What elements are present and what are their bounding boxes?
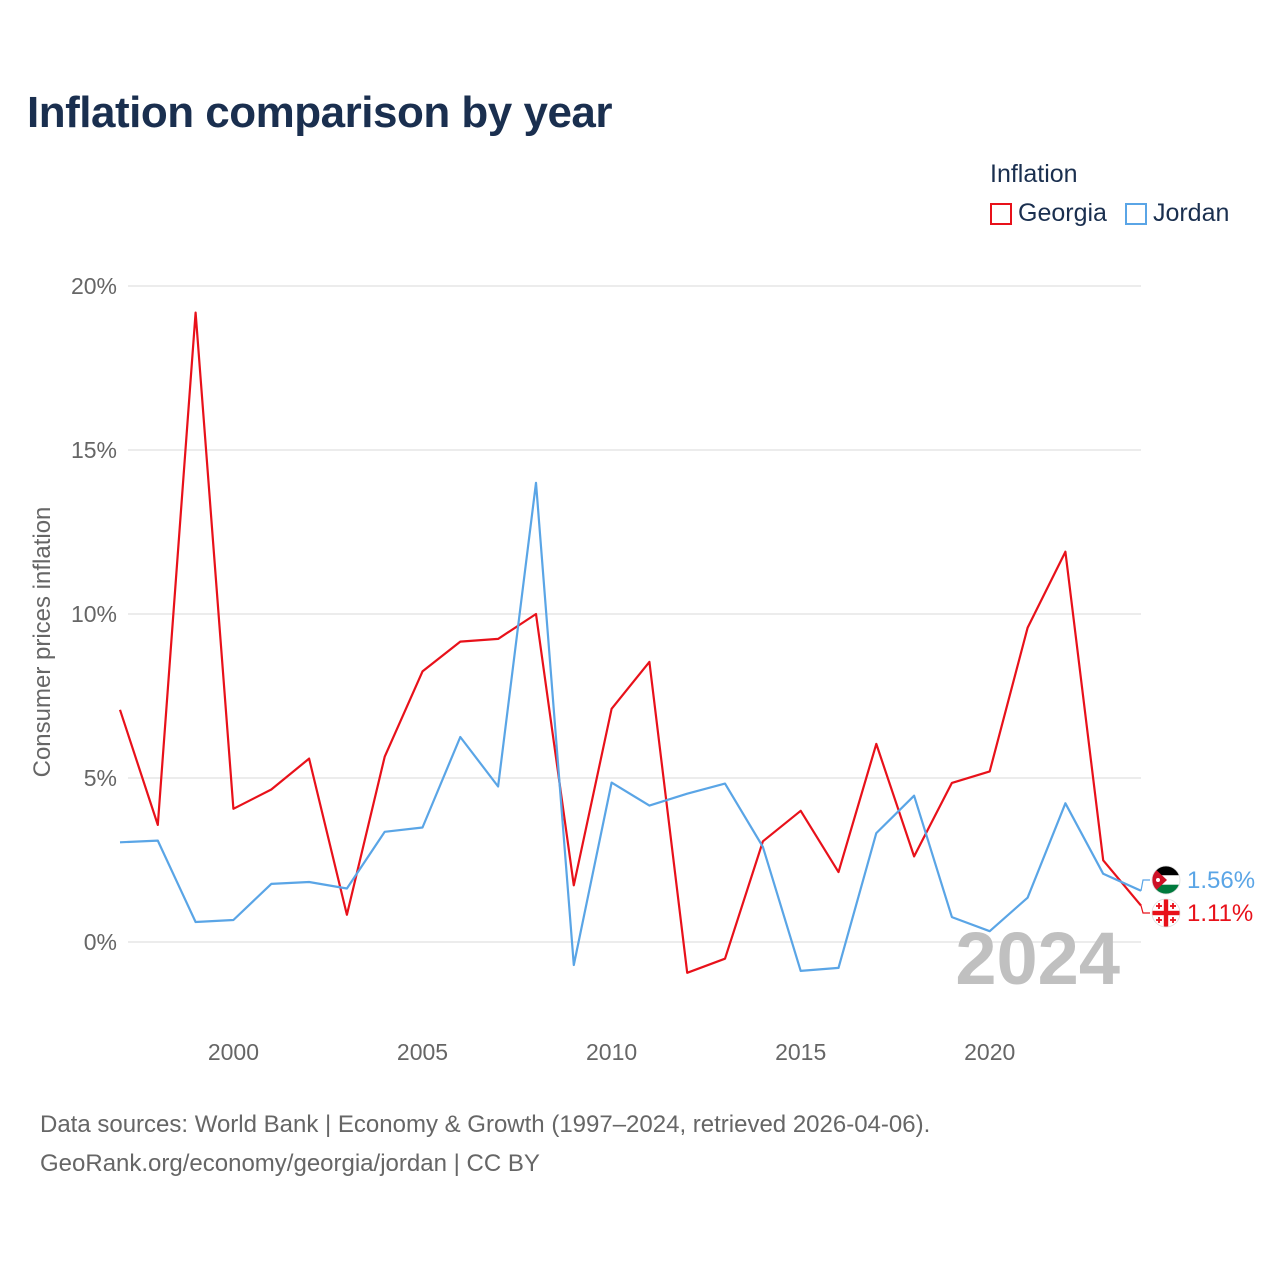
grid-lines	[128, 285, 1141, 943]
y-tick-label: 20%	[71, 273, 117, 299]
y-axis-label: Consumer prices inflation	[29, 507, 56, 778]
x-axis-ticks: 2000 2005 2010 2015 2020	[208, 1039, 1015, 1065]
series-lines	[118, 311, 1142, 974]
x-tick-label: 2015	[775, 1039, 826, 1065]
end-label-jordan: 1.56%	[1187, 867, 1255, 894]
x-tick-label: 2005	[397, 1039, 448, 1065]
footer-credit[interactable]: GeoRank.org/economy/georgia/jordan | CC …	[40, 1150, 540, 1177]
legend-item-georgia[interactable]: Georgia	[990, 199, 1107, 228]
legend-items: Georgia Jordan	[990, 199, 1247, 228]
legend-swatch-georgia	[990, 202, 1012, 225]
legend-swatch-jordan	[1124, 202, 1147, 225]
legend: Inflation Georgia Jordan	[990, 160, 1247, 228]
legend-label-georgia: Georgia	[1018, 199, 1107, 227]
year-watermark: 2024	[955, 917, 1120, 1000]
end-connector-jordan	[1140, 879, 1150, 891]
y-tick-label: 5%	[84, 765, 117, 791]
y-tick-label: 0%	[84, 929, 117, 955]
end-connector-georgia	[1140, 905, 1150, 914]
x-tick-label: 2010	[586, 1039, 637, 1065]
y-tick-label: 10%	[71, 601, 117, 627]
line-chart: 0% 5% 10% 15% 20% 2000 2005 2010 2015 2020 Consu…	[29, 273, 1255, 1065]
jordan-flag-icon	[1151, 865, 1181, 895]
georgia-flag-icon	[1151, 898, 1181, 928]
legend-item-jordan[interactable]: Jordan	[1124, 199, 1230, 228]
legend-label-jordan: Jordan	[1152, 199, 1230, 227]
end-label-georgia: 1.11%	[1187, 900, 1253, 927]
y-axis-ticks: 0% 5% 10% 15% 20%	[71, 273, 117, 955]
x-tick-label: 2020	[964, 1039, 1015, 1065]
series-line-georgia[interactable]	[118, 311, 1142, 974]
chart-title: Inflation comparison by year	[27, 88, 613, 137]
end-labels: 1.11% 1.56%	[1140, 865, 1255, 928]
footer: Data sources: World Bank | Economy & Gro…	[40, 1105, 930, 1183]
y-tick-label: 15%	[71, 437, 117, 463]
footer-sources: Data sources: World Bank | Economy & Gro…	[40, 1111, 931, 1138]
series-line-jordan[interactable]	[119, 481, 1142, 973]
x-tick-label: 2000	[208, 1039, 259, 1065]
legend-title: Inflation	[990, 160, 1078, 188]
